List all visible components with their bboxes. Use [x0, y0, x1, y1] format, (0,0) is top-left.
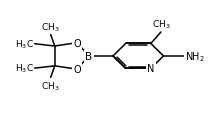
Text: NH$_2$: NH$_2$: [185, 50, 204, 63]
Text: H$_3$C: H$_3$C: [15, 62, 33, 75]
Text: O: O: [73, 38, 81, 48]
Text: CH$_3$: CH$_3$: [152, 18, 170, 30]
Text: CH$_3$: CH$_3$: [41, 21, 60, 34]
Text: B: B: [85, 52, 93, 61]
Text: H$_3$C: H$_3$C: [15, 38, 33, 51]
Text: N: N: [147, 64, 155, 74]
Text: O: O: [73, 65, 81, 74]
Text: CH$_3$: CH$_3$: [41, 79, 60, 92]
